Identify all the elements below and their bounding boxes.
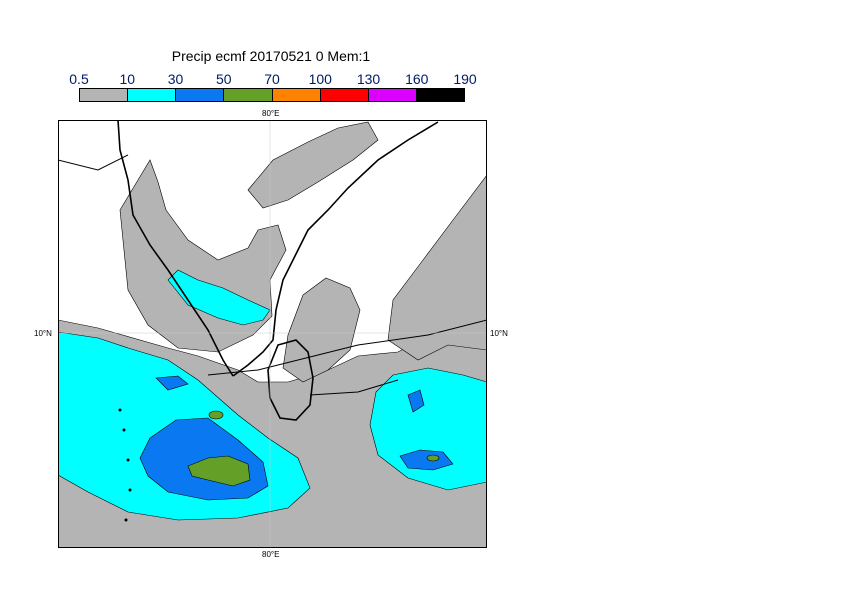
precip-region-light-east — [387, 174, 487, 361]
legend-swatch — [320, 89, 369, 101]
precip-region-blue-west — [155, 375, 189, 391]
coastline-india-west — [117, 120, 234, 377]
precip-region-light-north — [247, 121, 379, 209]
precip-region-green-small-east — [426, 454, 440, 462]
island-dot — [128, 488, 132, 492]
legend-swatch — [272, 89, 321, 101]
right-latitude-label: 10°N — [490, 329, 508, 338]
border-line-3 — [309, 379, 399, 396]
legend-tick-label: 100 — [308, 71, 332, 87]
legend-swatch — [176, 89, 225, 101]
legend-swatch — [416, 89, 464, 101]
bottom-longitude-label: 80°E — [262, 550, 280, 559]
border-line-1 — [58, 154, 129, 171]
legend-colorbar — [79, 88, 465, 102]
left-latitude-label: 10°N — [34, 329, 52, 338]
coastline-india-east — [232, 121, 439, 377]
legend-tick-label: 30 — [167, 71, 184, 87]
legend-swatch — [368, 89, 417, 101]
legend-tick-label: 70 — [264, 71, 280, 87]
legend-tick-label: 0.5 — [69, 71, 89, 87]
precip-region-blue-spot — [407, 389, 425, 413]
legend-tick-label: 130 — [356, 71, 381, 87]
legend-tick-label: 50 — [215, 71, 232, 87]
top-longitude-label: 80°E — [262, 109, 280, 118]
coastline-sri-lanka — [267, 339, 314, 421]
legend-swatch — [128, 89, 177, 101]
island-dot — [126, 458, 130, 462]
legend-swatch — [224, 89, 273, 101]
legend-tick-label: 190 — [453, 71, 477, 87]
precip-region-blue-southeast — [399, 449, 454, 471]
island-dot — [122, 428, 126, 432]
precipitation-map — [58, 120, 487, 548]
island-dot — [124, 518, 128, 522]
precip-region-green-small — [208, 410, 224, 420]
legend-tick-label: 160 — [405, 71, 429, 87]
map-title: Precip ecmf 20170521 0 Mem:1 — [171, 48, 371, 64]
precip-region-light-center — [282, 277, 361, 383]
precip-region-green — [187, 455, 251, 487]
precip-region-cyan-southeast — [369, 367, 487, 491]
island-dot — [118, 408, 122, 412]
border-line-2 — [207, 319, 487, 376]
legend-tick-label: 10 — [119, 71, 136, 87]
legend-swatch — [80, 89, 129, 101]
